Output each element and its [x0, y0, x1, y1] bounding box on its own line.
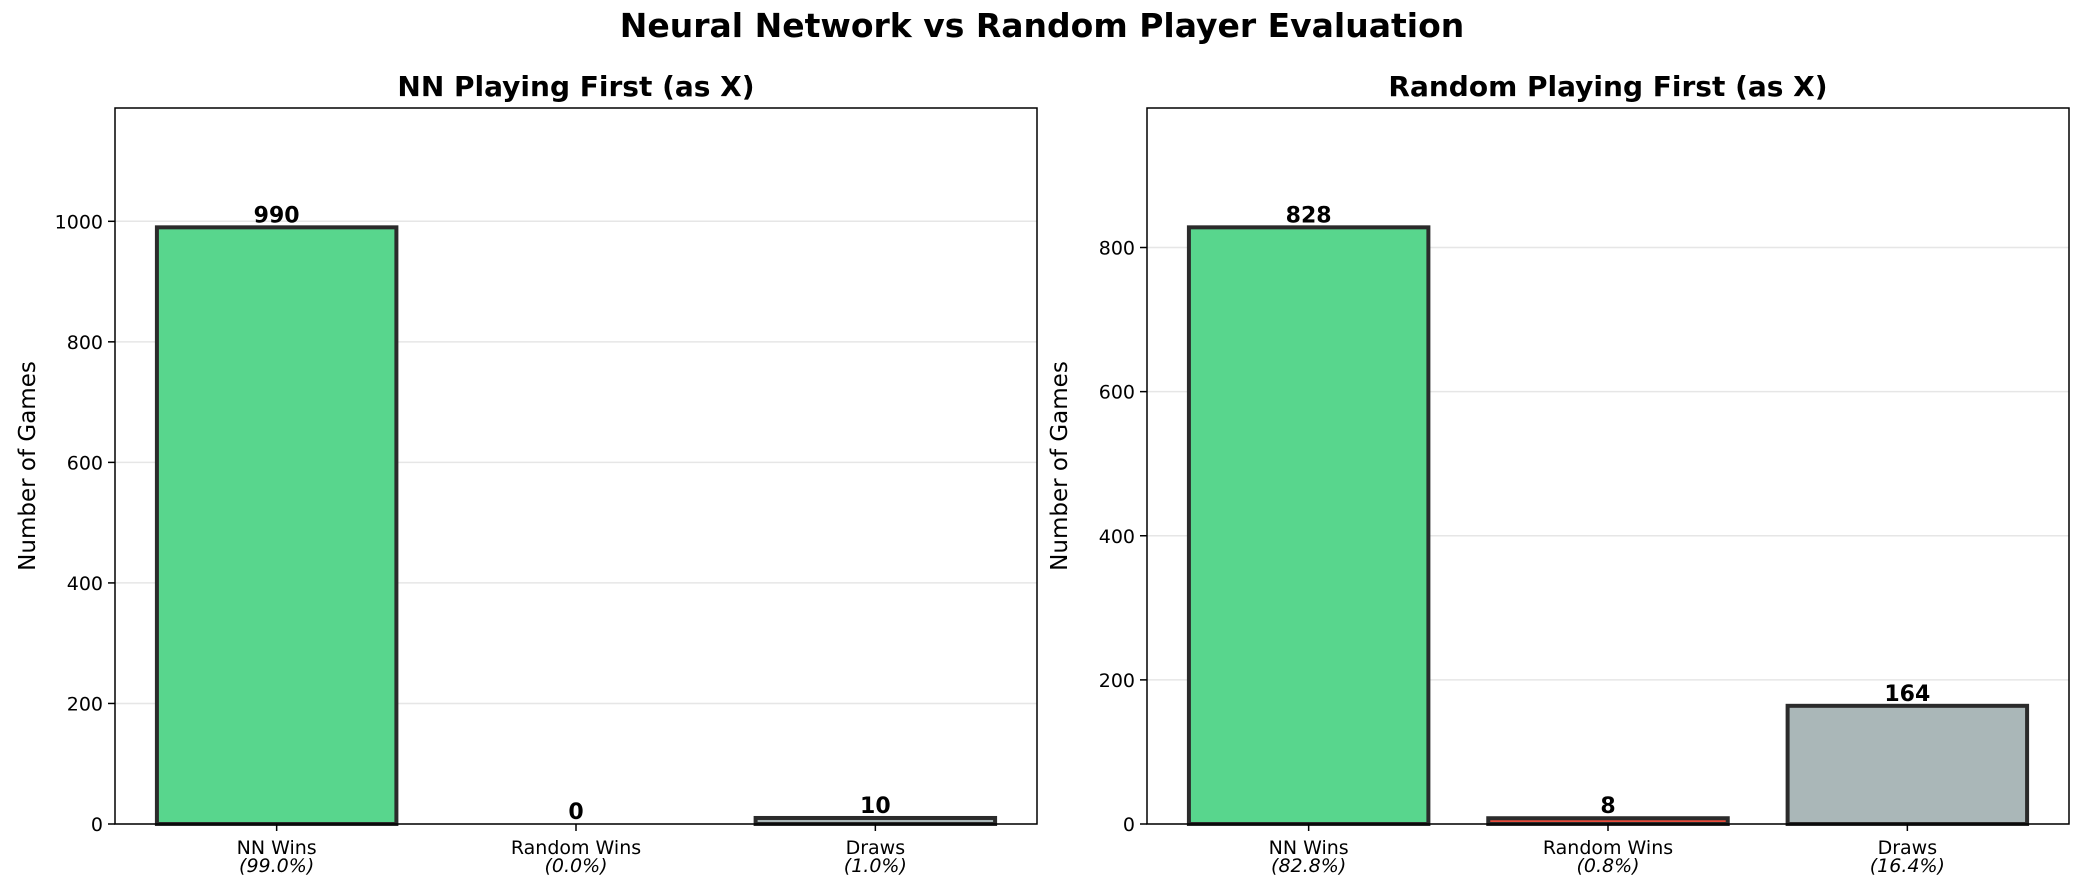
- value-label-1-0: 828: [1286, 203, 1332, 228]
- ytick-label-0-1: 200: [67, 693, 103, 715]
- bar-0-0: [154, 225, 399, 827]
- bar-1-0: [1186, 225, 1431, 827]
- panel-title-1: Random Playing First (as X): [1388, 70, 1827, 103]
- value-label-0-0: 990: [254, 203, 300, 228]
- ytick-label-1-0: 0: [1123, 814, 1135, 836]
- category-label-1-1: Random Wins: [1543, 837, 1673, 859]
- ytick-label-1-2: 400: [1099, 526, 1135, 548]
- category-label-0-0: NN Wins: [237, 837, 317, 859]
- ytick-label-0-2: 400: [67, 573, 103, 595]
- percent-label-0-1: (0.0%): [544, 855, 607, 877]
- category-label-1-2: Draws: [1878, 837, 1938, 859]
- bar-1-2: [1785, 703, 2030, 826]
- figure-title: Neural Network vs Random Player Evaluati…: [619, 6, 1465, 45]
- y-axis-label-0: Number of Games: [15, 361, 41, 571]
- axes-frame-0: [114, 107, 1038, 825]
- ytick-label-0-4: 800: [67, 332, 103, 354]
- percent-label-0-0: (99.0%): [239, 855, 314, 877]
- y-axis-label-1: Number of Games: [1047, 361, 1073, 571]
- percent-label-1-1: (0.8%): [1576, 855, 1639, 877]
- value-label-1-1: 8: [1600, 794, 1615, 819]
- percent-label-0-2: (1.0%): [844, 855, 907, 877]
- ytick-label-1-1: 200: [1099, 670, 1135, 692]
- panel-title-0: NN Playing First (as X): [397, 70, 754, 103]
- ytick-label-0-5: 1000: [55, 211, 103, 233]
- ytick-label-0-3: 600: [67, 452, 103, 474]
- category-label-0-2: Draws: [846, 837, 906, 859]
- axes-frame-1: [1146, 107, 2070, 825]
- value-label-1-2: 164: [1884, 682, 1930, 707]
- ytick-label-1-4: 800: [1099, 238, 1135, 260]
- value-label-0-1: 0: [568, 800, 583, 825]
- category-label-0-1: Random Wins: [511, 837, 641, 859]
- percent-label-1-0: (82.8%): [1271, 855, 1346, 877]
- category-label-1-0: NN Wins: [1269, 837, 1349, 859]
- percent-label-1-2: (16.4%): [1870, 855, 1945, 877]
- ytick-label-1-3: 600: [1099, 382, 1135, 404]
- ytick-label-0-0: 0: [91, 814, 103, 836]
- value-label-0-2: 10: [860, 794, 891, 819]
